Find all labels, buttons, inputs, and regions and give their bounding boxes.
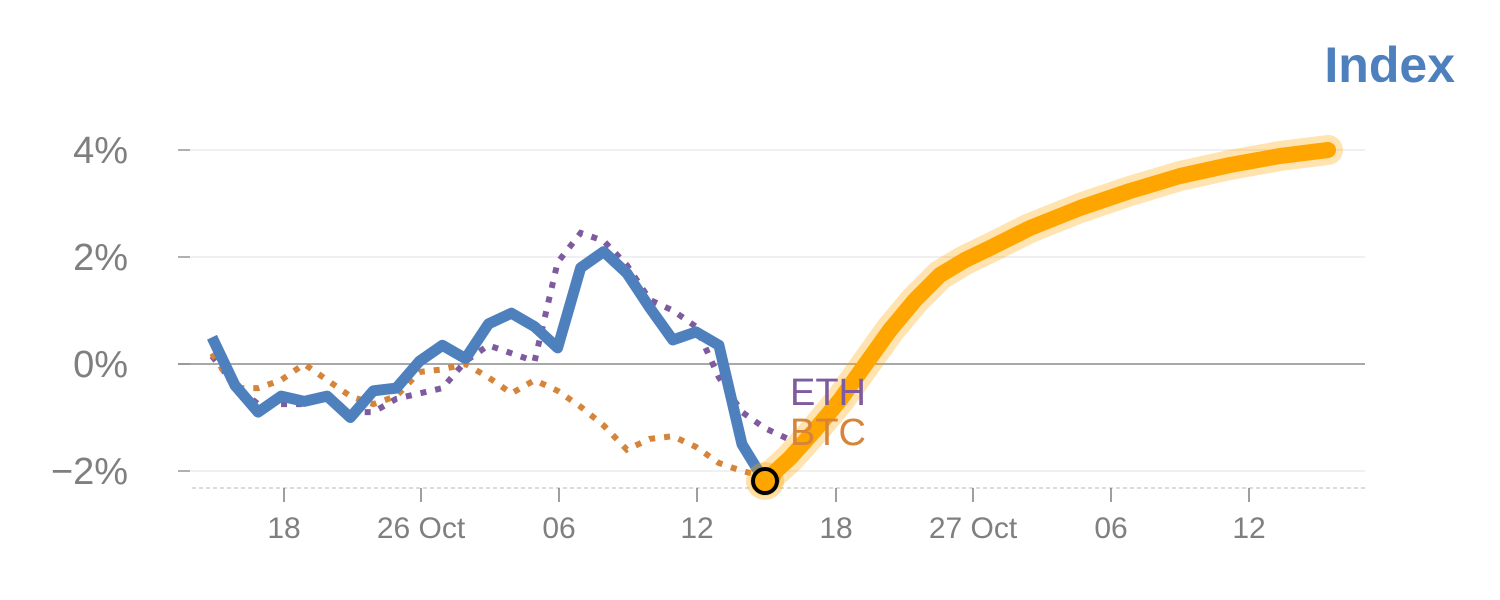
y-tick-label: 4% <box>73 130 128 172</box>
chart-title: Index <box>1324 37 1455 93</box>
series <box>207 135 1343 500</box>
axes: 4% 2% 0% −2% 18 26 Oct 06 12 18 27 Oct 06 12 <box>51 130 1365 545</box>
series-line-eth <box>209 229 790 442</box>
current-point-marker <box>751 467 779 495</box>
x-tick-label: 26 Oct <box>377 512 466 545</box>
x-tick-label: 12 <box>1232 512 1265 545</box>
y-tick-label: 2% <box>73 237 128 279</box>
series-line-index <box>207 246 770 485</box>
x-tick-label: 27 Oct <box>929 512 1018 545</box>
y-tick-label: −2% <box>51 451 128 493</box>
forecast-line <box>757 142 1336 489</box>
y-tick-label: 0% <box>73 344 128 386</box>
series-label-btc: BTC <box>790 412 866 454</box>
x-tick-label: 06 <box>1094 512 1127 545</box>
x-tick-label: 12 <box>680 512 713 545</box>
x-tick-label: 18 <box>819 512 852 545</box>
grid <box>178 149 1365 472</box>
series-label-eth: ETH <box>790 372 866 414</box>
series-line-btc <box>209 351 789 485</box>
x-tick-label: 06 <box>542 512 575 545</box>
x-tick-label: 18 <box>267 512 300 545</box>
